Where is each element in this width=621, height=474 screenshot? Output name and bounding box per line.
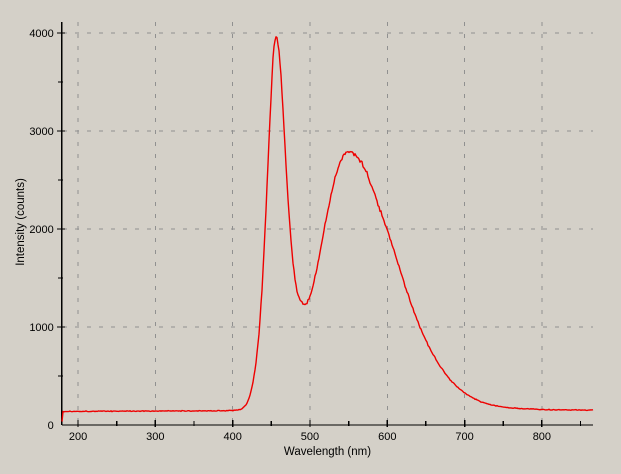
x-axis-title: Wavelength (nm) [283,446,372,458]
x-tick-label: 300 [146,431,164,443]
x-tick-label: 800 [533,431,551,443]
x-tick-label: 200 [69,431,87,443]
y-tick-label: 2000 [29,224,53,236]
y-tick-label: 1000 [29,322,53,334]
x-tick-label: 400 [223,431,241,443]
y-axis-title: Intensity (counts) [15,178,27,266]
y-tick-label: 0 [48,420,54,432]
y-tick-label: 3000 [29,126,53,138]
y-tick-label: 4000 [29,28,53,40]
x-tick-label: 500 [301,431,319,443]
x-tick-label: 700 [455,431,473,443]
x-tick-label: 600 [378,431,396,443]
spectrum-trace [61,36,594,422]
